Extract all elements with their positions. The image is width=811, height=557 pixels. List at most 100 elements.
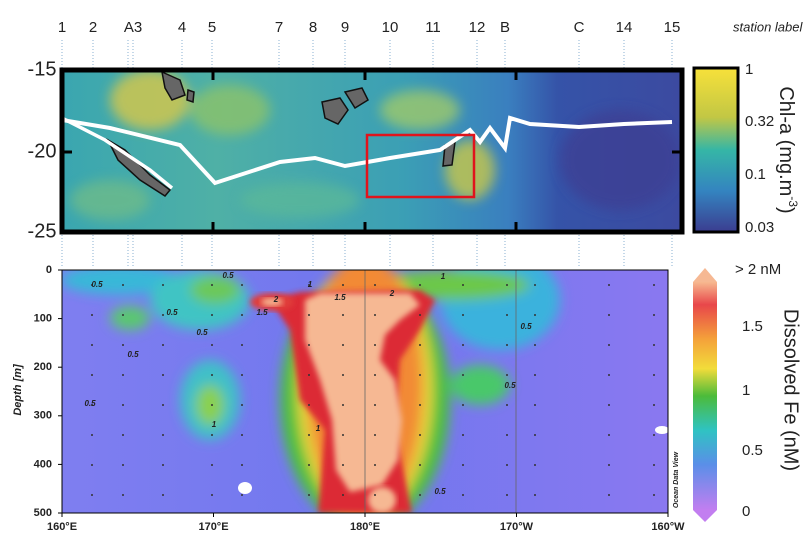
sample-dot (374, 404, 376, 406)
sample-dot (241, 434, 243, 436)
sample-dot (534, 284, 536, 286)
sample-dot (211, 374, 213, 376)
contour-label: 0.5 (434, 487, 446, 496)
station-label: 12 (469, 19, 486, 36)
station-label: C (574, 19, 585, 36)
map-y-tick: -15 (28, 58, 57, 80)
sample-dot (419, 344, 421, 346)
sample-dot (462, 284, 464, 286)
sample-dot (419, 314, 421, 316)
sample-dot (462, 344, 464, 346)
contour-label: 1 (441, 272, 446, 281)
chl-tick: 0.1 (745, 166, 766, 183)
sample-dot (342, 284, 344, 286)
sample-dot (374, 314, 376, 316)
map-y-tick: -20 (28, 140, 57, 162)
watermark: Ocean Data View (673, 451, 680, 508)
sample-dot (462, 464, 464, 466)
sample-dot (653, 344, 655, 346)
sample-dot (374, 494, 376, 496)
sample-dot (211, 284, 213, 286)
contour-label: 1.5 (334, 293, 346, 302)
sample-dot (91, 314, 93, 316)
station-label: B (500, 19, 510, 36)
contour-label: 1 (212, 420, 217, 429)
sample-dot (653, 284, 655, 286)
sample-dot (534, 494, 536, 496)
sample-dot (211, 404, 213, 406)
sample-dot (462, 374, 464, 376)
depth-tick: 300 (34, 410, 52, 422)
sample-dot (122, 314, 124, 316)
sample-dot (342, 314, 344, 316)
sample-dot (211, 494, 213, 496)
chl-title: Chl-a (mg.m-3) (775, 86, 800, 213)
contour-label: 0.5 (166, 308, 178, 317)
station-label: 11 (425, 19, 441, 36)
sample-dot (608, 374, 610, 376)
sample-dot (91, 344, 93, 346)
sample-dot (374, 344, 376, 346)
contour-label: 0.5 (127, 350, 139, 359)
sample-dot (211, 344, 213, 346)
chl-map (62, 70, 682, 232)
sample-dot (374, 434, 376, 436)
sample-dot (342, 434, 344, 436)
contour-label: 0.5 (84, 399, 96, 408)
sample-dot (653, 434, 655, 436)
sample-dot (506, 284, 508, 286)
sample-dot (419, 464, 421, 466)
sample-dot (534, 464, 536, 466)
sample-dot (462, 404, 464, 406)
sample-dot (211, 434, 213, 436)
contour-label: 1 (308, 280, 313, 289)
fe-tick: 1.5 (742, 318, 763, 335)
sample-dot (122, 284, 124, 286)
contour-label: 0.5 (520, 322, 532, 331)
sample-dot (374, 284, 376, 286)
sample-dot (608, 404, 610, 406)
sample-dot (162, 434, 164, 436)
sample-dot (419, 374, 421, 376)
contour-label: 0.5 (91, 280, 103, 289)
sample-dot (608, 494, 610, 496)
sample-dot (653, 464, 655, 466)
sample-dot (122, 344, 124, 346)
sample-dot (534, 374, 536, 376)
station-label: 4 (178, 19, 186, 36)
chl-colorbar (692, 66, 740, 234)
fe-colorbar (693, 282, 717, 510)
chl-tick: 1 (745, 61, 753, 78)
sample-dot (374, 374, 376, 376)
sample-dot (162, 464, 164, 466)
fe-colorbar-bottom (693, 510, 717, 522)
sample-dot (506, 344, 508, 346)
sample-dot (308, 374, 310, 376)
sample-dot (91, 434, 93, 436)
sample-dot (162, 494, 164, 496)
fe-tick: 0.5 (742, 442, 763, 459)
lon-tick: 160°W (651, 521, 685, 533)
sample-dot (342, 464, 344, 466)
sample-dot (462, 494, 464, 496)
sample-dot (342, 374, 344, 376)
station-label: 5 (208, 19, 216, 36)
sample-dot (534, 314, 536, 316)
station-label: 2 (89, 19, 97, 36)
sample-dot (342, 404, 344, 406)
sample-dot (162, 344, 164, 346)
fe-tick: 0 (742, 503, 750, 520)
sample-dot (91, 464, 93, 466)
depth-label: Depth [m] (12, 364, 24, 416)
sample-dot (653, 314, 655, 316)
fe-tick: 1 (742, 382, 750, 399)
sample-dot (241, 464, 243, 466)
contour-label: 1 (316, 424, 321, 433)
chl-title-main: Chl-a (mg.m (775, 86, 797, 196)
sample-dot (211, 314, 213, 316)
sample-dot (241, 494, 243, 496)
lon-tick: 180°E (350, 521, 380, 533)
fe-tick: > 2 nM (735, 261, 781, 278)
chl-tick: 0.03 (745, 219, 774, 236)
station-label: 8 (309, 19, 317, 36)
